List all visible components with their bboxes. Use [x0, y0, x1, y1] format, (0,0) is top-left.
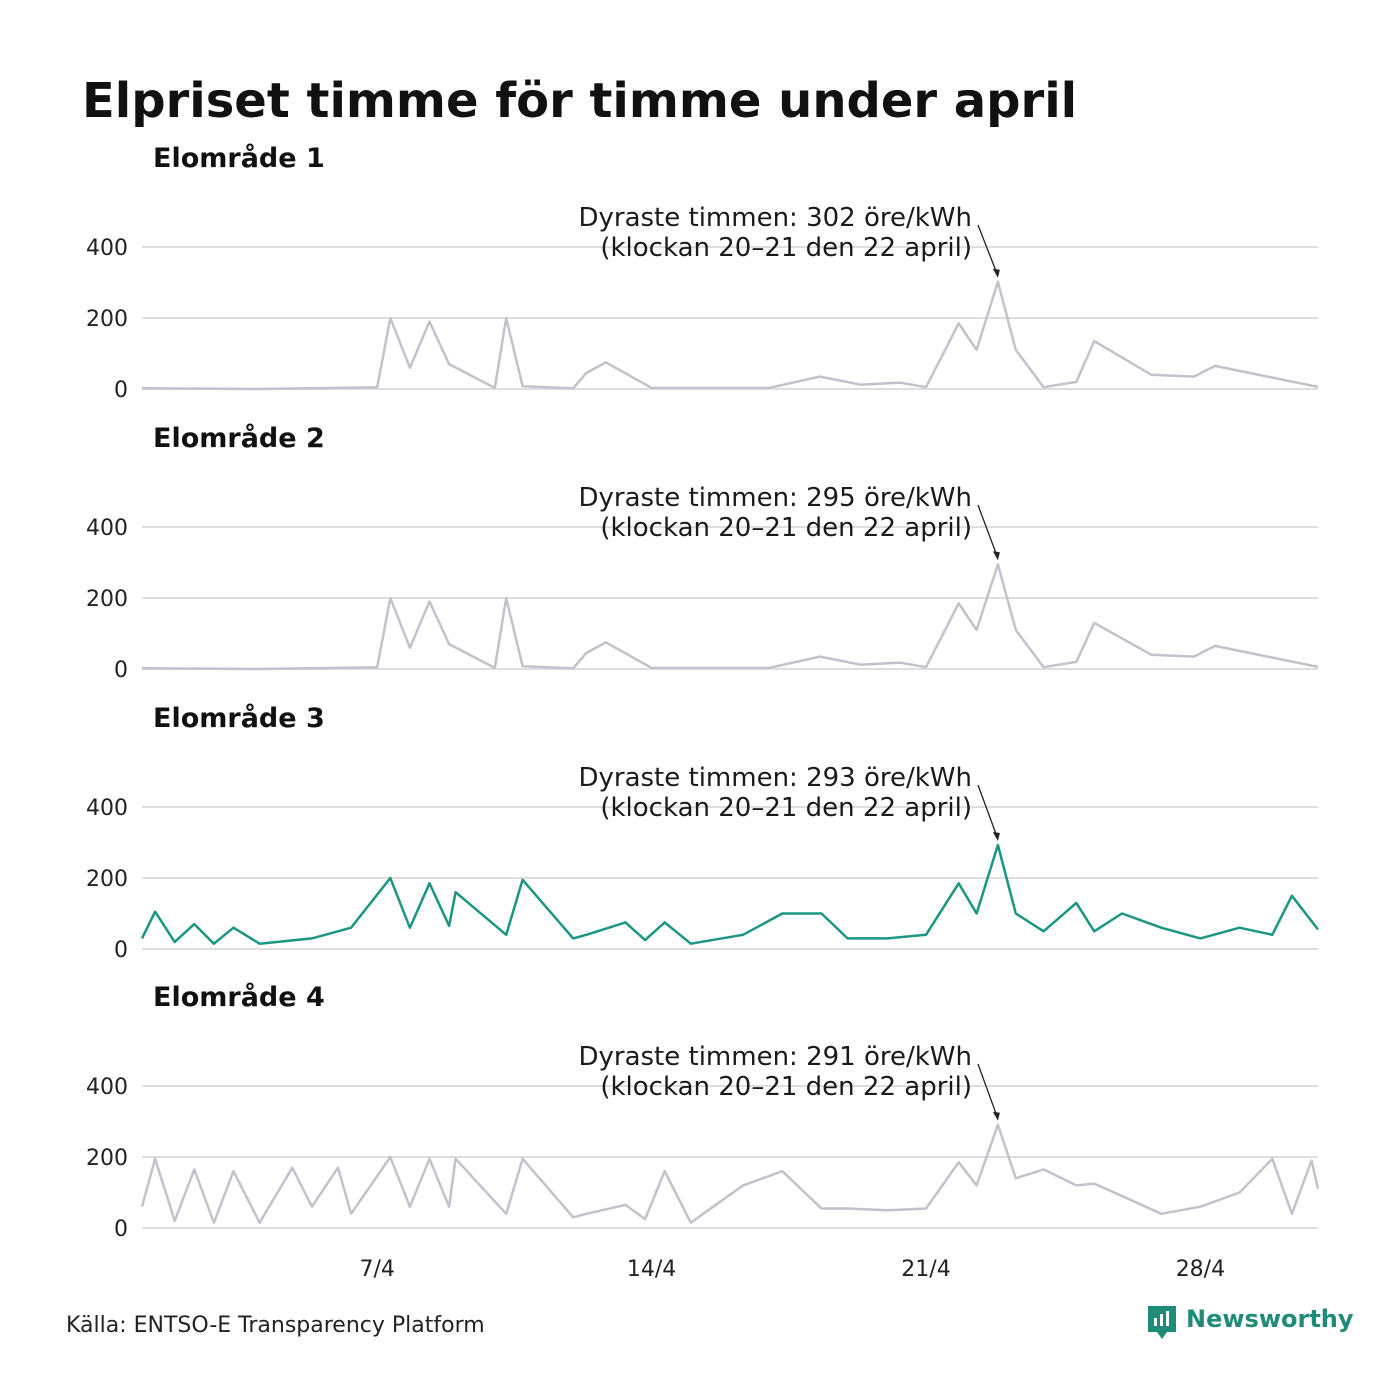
panel-title: Elområde 4 — [153, 981, 325, 1013]
panel-1: Elområde 1 0 200 400 Dyraste timmen: 302 öre… — [86, 142, 1319, 403]
brand-logo: Newsworthy — [1148, 1305, 1354, 1339]
panel-2: Elområde 2 0 200 400 Dyraste timmen: 295 öre… — [86, 422, 1319, 683]
arrow-head — [992, 1111, 1000, 1121]
arrow-head — [992, 268, 1000, 278]
panel-3: Elområde 3 0 200 400 Dyraste timmen: 293 öre… — [86, 702, 1319, 963]
series-line — [141, 280, 1319, 391]
panels: Elområde 1 0 200 400 Dyraste timmen: 302 öre… — [86, 142, 1320, 1242]
x-tick-label: 28/4 — [1176, 1257, 1225, 1282]
series-line — [140, 843, 1319, 945]
annotation-arrow — [977, 1063, 999, 1119]
annotation-line-1: Dyraste timmen: 293 öre/kWh — [578, 763, 972, 793]
arrow-head — [992, 551, 1000, 561]
x-tick-label: 21/4 — [901, 1257, 950, 1282]
y-tick-label: 0 — [114, 938, 128, 963]
annotation-line-2: (klockan 20–21 den 22 april) — [600, 1072, 972, 1102]
panel-title: Elområde 2 — [153, 422, 325, 454]
y-tick-label: 400 — [86, 516, 128, 541]
x-tick-label: 14/4 — [627, 1257, 676, 1282]
annotation-line-2: (klockan 20–21 den 22 april) — [600, 793, 972, 823]
panel-title: Elområde 1 — [153, 142, 325, 174]
brand-name: Newsworthy — [1186, 1305, 1354, 1333]
newsworthy-logo-icon — [1148, 1306, 1176, 1339]
y-tick-label: 400 — [86, 1075, 128, 1100]
annotation-arrow — [977, 504, 999, 559]
y-tick-label: 0 — [114, 658, 128, 683]
arrow-head — [992, 831, 1000, 841]
y-tick-label: 200 — [86, 1146, 128, 1171]
annotation-line-1: Dyraste timmen: 291 öre/kWh — [578, 1042, 972, 1072]
annotation-arrow — [977, 784, 999, 840]
x-axis-ticks: 7/4 14/4 21/4 28/4 — [359, 1257, 1225, 1282]
y-tick-label: 200 — [86, 307, 128, 332]
y-tick-label: 200 — [86, 587, 128, 612]
y-tick-label: 0 — [114, 1217, 128, 1242]
series-line — [141, 563, 1319, 671]
source-note: Källa: ENTSO-E Transparency Platform — [66, 1313, 485, 1338]
y-tick-label: 400 — [86, 796, 128, 821]
series-line — [140, 1123, 1320, 1224]
annotation-line-2: (klockan 20–21 den 22 april) — [600, 513, 972, 543]
annotation-arrow — [977, 224, 999, 277]
annotation-line-1: Dyraste timmen: 295 öre/kWh — [578, 483, 972, 513]
x-tick-label: 7/4 — [359, 1257, 394, 1282]
panel-4: Elområde 4 0 200 400 Dyraste timmen: 291 öre… — [86, 981, 1320, 1242]
y-tick-label: 200 — [86, 867, 128, 892]
panel-title: Elområde 3 — [153, 702, 325, 734]
y-tick-label: 400 — [86, 236, 128, 261]
annotation-line-2: (klockan 20–21 den 22 april) — [600, 233, 972, 263]
chart-title: Elpriset timme för timme under april — [82, 73, 1077, 129]
y-tick-label: 0 — [114, 378, 128, 403]
annotation-line-1: Dyraste timmen: 302 öre/kWh — [578, 203, 972, 233]
